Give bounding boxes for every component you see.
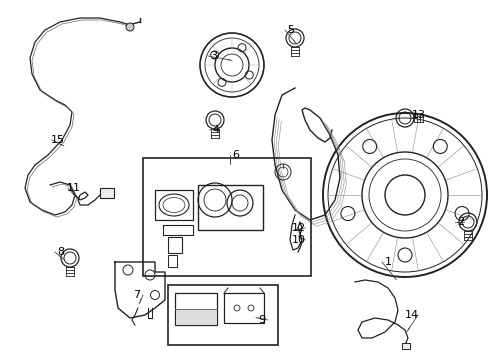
- Bar: [401, 343, 409, 349]
- Bar: [224, 293, 264, 323]
- Bar: [142, 158, 310, 276]
- Text: 14: 14: [404, 310, 418, 320]
- Bar: [163, 225, 193, 235]
- Text: 8: 8: [57, 247, 64, 257]
- Text: 7: 7: [133, 290, 140, 300]
- Bar: [168, 285, 278, 345]
- Text: 6: 6: [232, 150, 239, 160]
- Text: 3: 3: [210, 51, 217, 61]
- Text: 1: 1: [384, 257, 391, 267]
- Bar: [175, 293, 217, 325]
- Bar: [175, 309, 217, 325]
- Circle shape: [126, 23, 134, 31]
- Text: 10: 10: [291, 235, 305, 245]
- Text: 12: 12: [291, 223, 305, 233]
- Bar: [155, 190, 193, 220]
- Bar: [198, 185, 263, 230]
- Text: 5: 5: [287, 25, 294, 35]
- Text: 2: 2: [456, 217, 464, 227]
- Text: 11: 11: [67, 183, 81, 193]
- Text: 13: 13: [411, 110, 425, 120]
- Bar: [168, 237, 182, 253]
- Text: 15: 15: [51, 135, 65, 145]
- Text: 4: 4: [212, 125, 219, 135]
- Bar: [168, 255, 177, 267]
- Text: 9: 9: [258, 315, 265, 325]
- Bar: [100, 188, 114, 198]
